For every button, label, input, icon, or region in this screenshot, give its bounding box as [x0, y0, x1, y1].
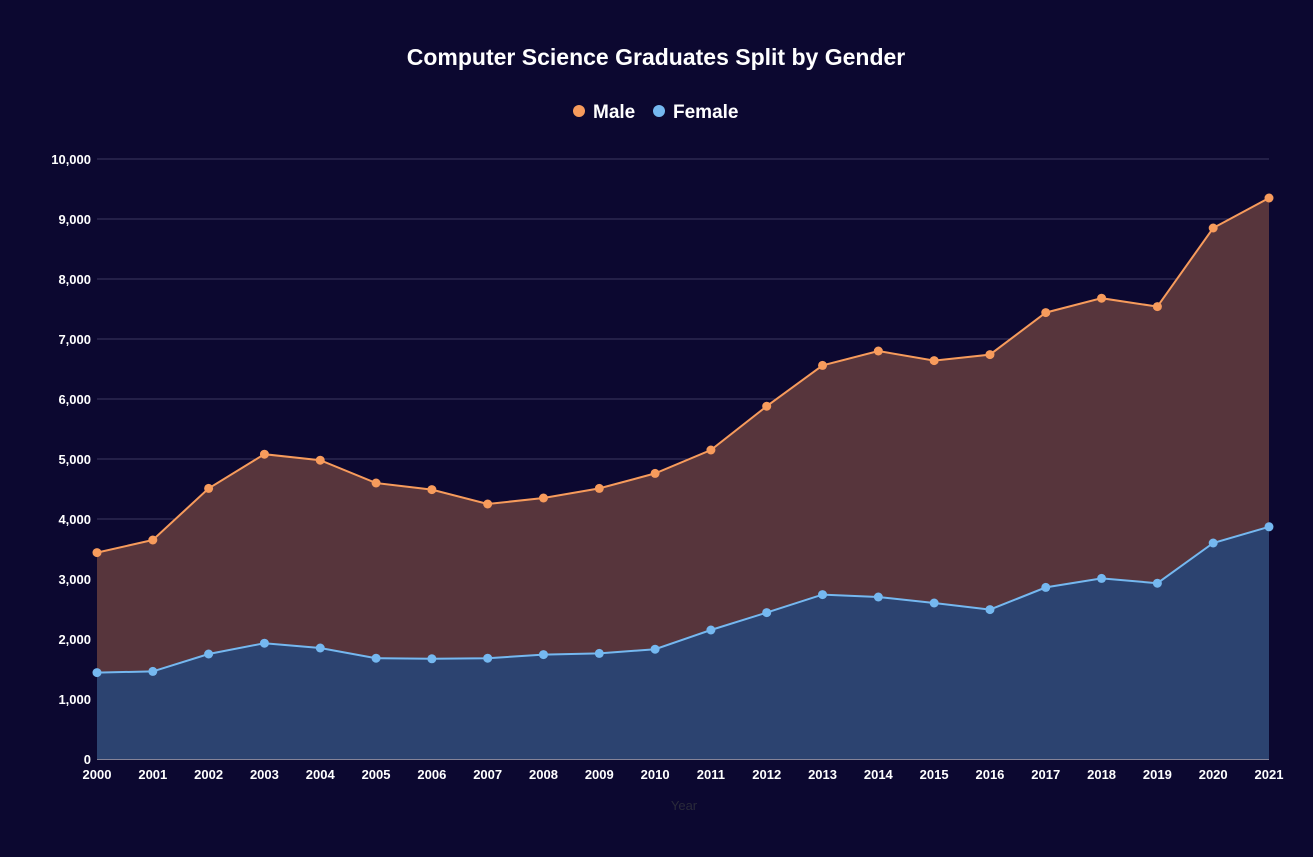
area-female — [97, 526, 1269, 759]
point-female-2019[interactable] — [1152, 578, 1162, 588]
point-male-2003[interactable] — [259, 449, 269, 459]
point-female-2013[interactable] — [818, 590, 828, 600]
x-tick-label: 2001 — [138, 767, 167, 782]
x-tick-label: 2018 — [1087, 767, 1116, 782]
point-female-2018[interactable] — [1097, 573, 1107, 583]
point-female-2017[interactable] — [1041, 582, 1051, 592]
point-male-2017[interactable] — [1041, 308, 1051, 318]
point-male-2008[interactable] — [538, 493, 548, 503]
x-tick-label: 2019 — [1143, 767, 1172, 782]
point-male-2007[interactable] — [483, 499, 493, 509]
point-male-2005[interactable] — [371, 478, 381, 488]
point-female-2014[interactable] — [873, 592, 883, 602]
point-female-2006[interactable] — [427, 654, 437, 664]
y-tick-label: 4,000 — [58, 512, 91, 527]
point-male-2016[interactable] — [985, 350, 995, 360]
legend-item-male[interactable]: Male — [573, 102, 635, 123]
x-tick-label: 2013 — [808, 767, 837, 782]
y-tick-label: 2,000 — [58, 632, 91, 647]
point-female-2008[interactable] — [538, 650, 548, 660]
point-male-2018[interactable] — [1097, 293, 1107, 303]
point-male-2001[interactable] — [148, 535, 158, 545]
x-tick-label: 2012 — [752, 767, 781, 782]
x-tick-label: 2020 — [1199, 767, 1228, 782]
point-female-2021[interactable] — [1264, 522, 1274, 532]
x-tick-label: 2005 — [362, 767, 391, 782]
point-male-2012[interactable] — [762, 401, 772, 411]
x-tick-label: 2002 — [194, 767, 223, 782]
y-axis-ticks: 0 1,000 2,000 3,000 4,000 5,000 6,000 7,000 8,00… — [51, 152, 91, 767]
line-female — [96, 525, 1270, 674]
x-tick-label: 2015 — [920, 767, 949, 782]
line-male — [96, 197, 1270, 554]
point-female-2012[interactable] — [762, 608, 772, 618]
point-female-2016[interactable] — [985, 605, 995, 615]
point-female-2011[interactable] — [706, 625, 716, 635]
legend-item-female[interactable]: Female — [653, 102, 738, 123]
x-tick-label: 2011 — [697, 767, 725, 782]
point-female-2010[interactable] — [650, 644, 660, 654]
x-tick-label: 2007 — [473, 767, 502, 782]
point-male-2000[interactable] — [92, 548, 102, 558]
point-female-2005[interactable] — [371, 653, 381, 663]
point-male-2021[interactable] — [1264, 193, 1274, 203]
x-tick-label: 2014 — [864, 767, 894, 782]
point-male-2020[interactable] — [1208, 223, 1218, 233]
y-tick-label: 8,000 — [58, 272, 91, 287]
point-male-2015[interactable] — [929, 356, 939, 366]
y-tick-label: 7,000 — [58, 332, 91, 347]
x-tick-label: 2004 — [306, 767, 336, 782]
legend-marker-female — [653, 105, 665, 117]
point-male-2019[interactable] — [1152, 302, 1162, 312]
y-tick-label: 1,000 — [58, 692, 91, 707]
point-male-2009[interactable] — [594, 483, 604, 493]
legend-label-male: Male — [593, 102, 635, 123]
y-tick-label: 0 — [84, 752, 91, 767]
point-female-2020[interactable] — [1208, 538, 1218, 548]
areas — [97, 198, 1269, 759]
y-tick-label: 9,000 — [58, 212, 91, 227]
x-tick-label: 2008 — [529, 767, 558, 782]
x-axis-title: Year — [671, 798, 698, 813]
point-female-2015[interactable] — [929, 598, 939, 608]
legend: Male Female — [573, 102, 738, 123]
point-female-2007[interactable] — [483, 653, 493, 663]
x-tick-label: 2003 — [250, 767, 279, 782]
chart-title: Computer Science Graduates Split by Gend… — [407, 44, 906, 70]
point-male-2010[interactable] — [650, 468, 660, 478]
point-male-2004[interactable] — [315, 455, 325, 465]
y-tick-label: 3,000 — [58, 572, 91, 587]
point-female-2002[interactable] — [204, 649, 214, 659]
legend-marker-male — [573, 105, 585, 117]
x-axis-ticks: 2000 2001 2002 2003 2004 2005 2006 2007 2008 2009… — [83, 767, 1284, 782]
data-points — [92, 193, 1274, 678]
point-female-2001[interactable] — [148, 666, 158, 676]
legend-label-female: Female — [673, 102, 738, 123]
x-tick-label: 2016 — [975, 767, 1004, 782]
x-tick-label: 2000 — [83, 767, 112, 782]
point-male-2014[interactable] — [873, 346, 883, 356]
point-male-2013[interactable] — [818, 360, 828, 370]
y-tick-label: 6,000 — [58, 392, 91, 407]
y-tick-label: 5,000 — [58, 452, 91, 467]
x-tick-label: 2009 — [585, 767, 614, 782]
point-male-2006[interactable] — [427, 485, 437, 495]
x-tick-label: 2006 — [417, 767, 446, 782]
point-female-2009[interactable] — [594, 648, 604, 658]
series-lines — [96, 197, 1270, 674]
y-tick-label: 10,000 — [51, 152, 91, 167]
point-female-2000[interactable] — [92, 668, 102, 678]
x-tick-label: 2021 — [1255, 767, 1284, 782]
x-tick-label: 2017 — [1031, 767, 1060, 782]
point-female-2003[interactable] — [259, 638, 269, 648]
point-female-2004[interactable] — [315, 643, 325, 653]
point-male-2011[interactable] — [706, 445, 716, 455]
x-tick-label: 2010 — [641, 767, 670, 782]
point-male-2002[interactable] — [204, 483, 214, 493]
